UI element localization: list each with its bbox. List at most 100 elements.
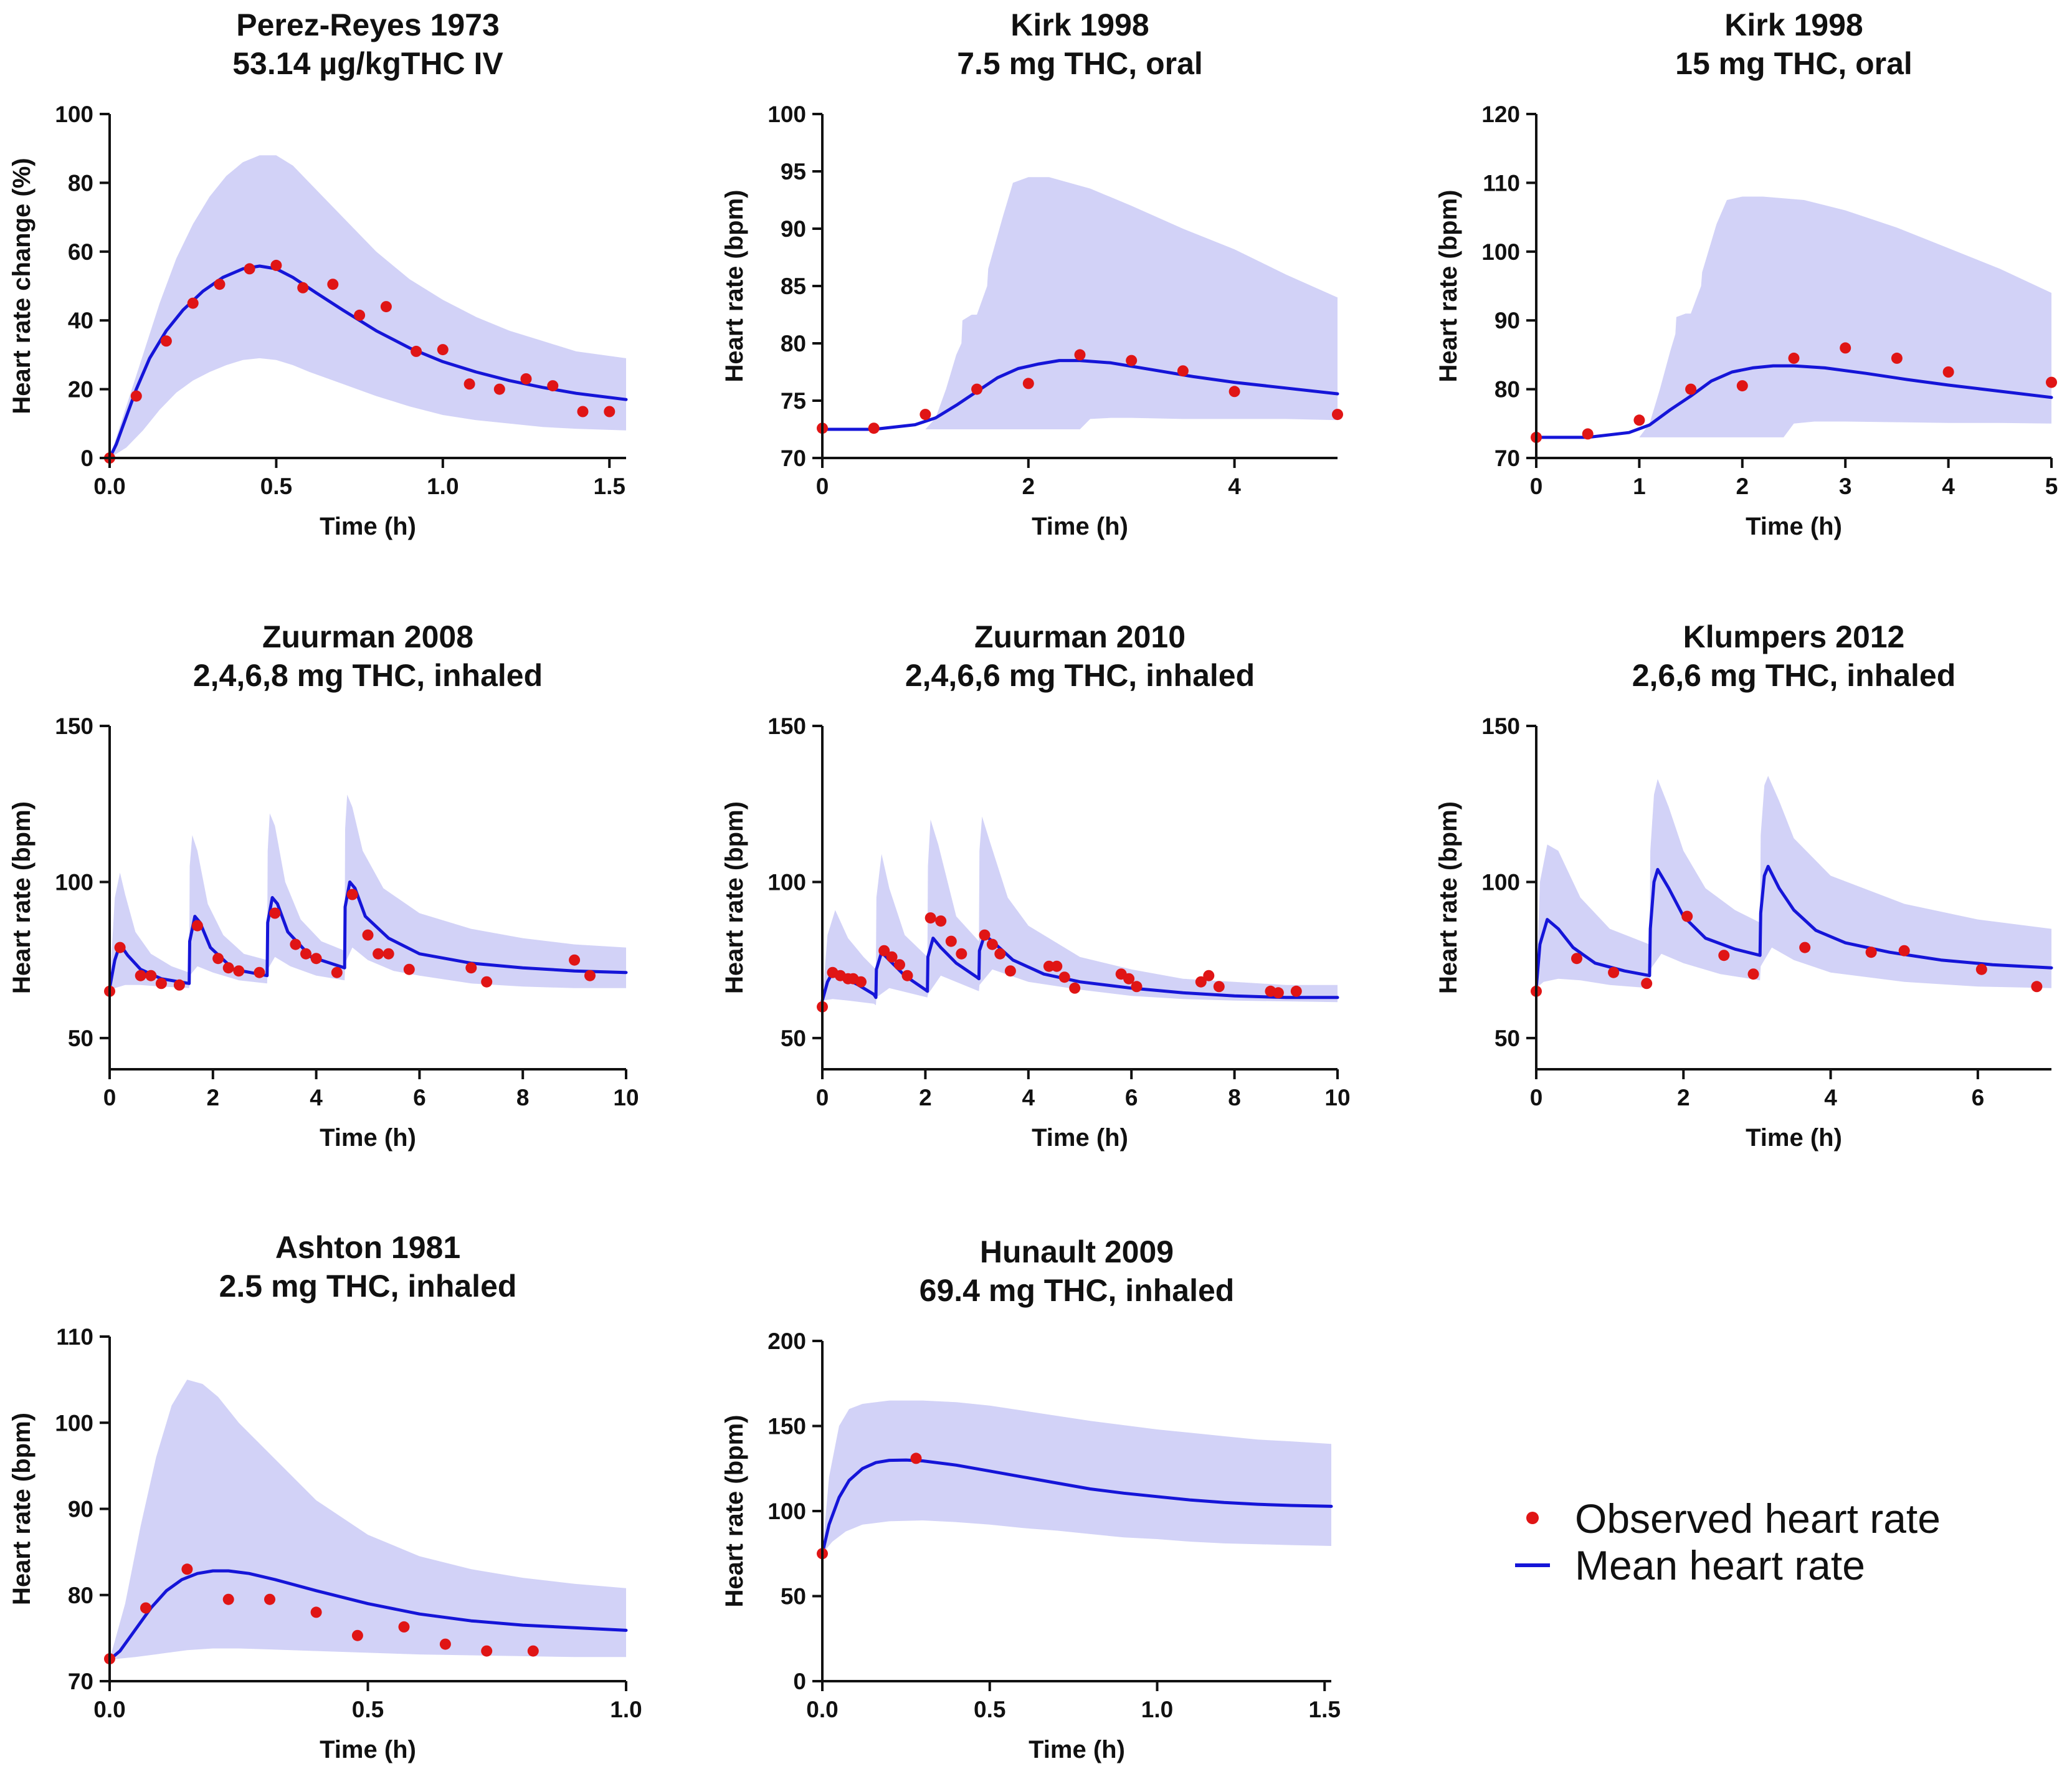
chart-panel-8: 0.0 0.5 1.0 1.5 0 50 100 150 200 Hunault 2009 69.4… bbox=[721, 1234, 1341, 1763]
prediction-band bbox=[822, 177, 1338, 429]
observed-point bbox=[1582, 428, 1594, 439]
observed-point bbox=[464, 378, 475, 389]
observed-point bbox=[352, 1630, 363, 1641]
observed-point bbox=[399, 1621, 410, 1633]
observed-point bbox=[1681, 911, 1693, 922]
prediction-band bbox=[110, 794, 626, 988]
observed-point bbox=[1177, 365, 1189, 376]
y-tick-label: 150 bbox=[55, 713, 93, 739]
observed-point bbox=[188, 298, 199, 309]
observed-point bbox=[1718, 950, 1729, 961]
chart-panel-5: 0 2 4 6 8 1050100150Zuurman 20102,4,6,6 mg TH… bbox=[721, 619, 1351, 1152]
observed-point bbox=[131, 391, 142, 402]
observed-point bbox=[1005, 965, 1016, 976]
observed-point bbox=[1131, 981, 1143, 992]
prediction-band bbox=[110, 1380, 626, 1659]
x-tick-label: 0.5 bbox=[352, 1697, 384, 1722]
y-axis-label: Heart rate (bpm) bbox=[8, 801, 36, 994]
observed-point bbox=[161, 335, 172, 346]
observed-point bbox=[2046, 377, 2057, 388]
x-tick-label: 4 bbox=[1228, 474, 1241, 499]
y-axis-label: Heart rate (bpm) bbox=[1435, 190, 1462, 383]
observed-point bbox=[440, 1639, 451, 1650]
x-axis-label: Time (h) bbox=[1746, 1124, 1842, 1152]
x-tick-label: 10 bbox=[1324, 1085, 1350, 1110]
observed-point bbox=[214, 279, 226, 290]
observed-point bbox=[381, 301, 392, 312]
observed-point bbox=[946, 936, 957, 947]
observed-point bbox=[223, 962, 234, 973]
observed-point bbox=[290, 939, 301, 950]
observed-point bbox=[494, 384, 505, 395]
observed-point bbox=[145, 970, 156, 981]
chart-title: Ashton 1981 bbox=[275, 1230, 460, 1265]
x-tick-label: 0 bbox=[103, 1085, 116, 1110]
observed-point bbox=[956, 948, 967, 960]
observed-point bbox=[1748, 968, 1759, 980]
y-tick-label: 100 bbox=[767, 1499, 806, 1524]
observed-point bbox=[521, 373, 532, 384]
y-tick-label: 90 bbox=[68, 1497, 93, 1522]
x-axis-label: Time (h) bbox=[1032, 1124, 1128, 1152]
observed-point bbox=[233, 965, 244, 976]
y-tick-label: 80 bbox=[1495, 377, 1520, 403]
y-axis-label: Heart rate change (%) bbox=[8, 158, 36, 414]
y-tick-label: 70 bbox=[781, 446, 806, 471]
observed-point bbox=[1571, 953, 1582, 964]
observed-point bbox=[1685, 384, 1696, 395]
observed-point bbox=[244, 263, 255, 274]
y-tick-label: 90 bbox=[781, 216, 806, 242]
x-axis-label: Time (h) bbox=[1032, 513, 1128, 540]
observed-point bbox=[1943, 366, 1954, 378]
observed-point bbox=[383, 948, 394, 960]
observed-point bbox=[569, 955, 580, 966]
observed-point bbox=[174, 980, 185, 991]
y-tick-label: 70 bbox=[68, 1669, 93, 1694]
y-tick-label: 100 bbox=[55, 1410, 93, 1436]
x-tick-label: 2 bbox=[1677, 1085, 1690, 1110]
x-tick-label: 10 bbox=[613, 1085, 639, 1110]
figure: 0.0 0.5 1.0 1.5 0 20 40 60 80 100 Perez-Reyes 1973… bbox=[0, 0, 2072, 1776]
x-tick-label: 1.5 bbox=[1309, 1697, 1341, 1722]
observed-point bbox=[140, 1603, 151, 1614]
observed-point bbox=[547, 380, 558, 391]
y-tick-label: 60 bbox=[68, 239, 93, 265]
observed-point bbox=[1737, 380, 1748, 391]
observed-point bbox=[181, 1563, 192, 1575]
y-tick-label: 100 bbox=[767, 869, 806, 895]
x-axis-label: Time (h) bbox=[1746, 513, 1842, 540]
x-tick-label: 4 bbox=[310, 1085, 323, 1110]
observed-point bbox=[1291, 986, 1302, 997]
observed-point bbox=[1075, 349, 1086, 360]
observed-point bbox=[212, 953, 224, 964]
observed-point bbox=[1891, 353, 1903, 364]
observed-point bbox=[979, 930, 991, 941]
y-tick-label: 85 bbox=[781, 274, 806, 299]
x-tick-label: 0 bbox=[1530, 1085, 1543, 1110]
observed-point bbox=[354, 310, 365, 321]
chart-panel-4: 0 2 4 6 8 1050100150Zuurman 20082,4,6,8 mg TH… bbox=[8, 619, 639, 1152]
x-axis-label: Time (h) bbox=[320, 1124, 416, 1152]
observed-point bbox=[311, 953, 322, 964]
observed-point bbox=[481, 1646, 492, 1657]
y-axis-label: Heart rate (bpm) bbox=[721, 190, 748, 383]
chart-subtitle: 69.4 mg THC, inhaled bbox=[920, 1273, 1235, 1308]
y-tick-label: 50 bbox=[781, 1584, 806, 1610]
legend-observed-label: Observed heart rate bbox=[1575, 1495, 1941, 1542]
observed-point bbox=[264, 1594, 275, 1605]
observed-point bbox=[987, 939, 998, 950]
x-tick-label: 0.5 bbox=[260, 474, 292, 499]
x-axis-label: Time (h) bbox=[320, 1736, 416, 1763]
y-axis-label: Heart rate (bpm) bbox=[721, 1415, 748, 1608]
observed-point bbox=[327, 279, 338, 290]
x-tick-label: 6 bbox=[413, 1085, 426, 1110]
x-tick-label: 4 bbox=[1942, 474, 1955, 499]
x-tick-label: 3 bbox=[1839, 474, 1852, 499]
observed-point bbox=[1051, 961, 1062, 972]
chart-title: Zuurman 2010 bbox=[974, 619, 1186, 654]
observed-point bbox=[347, 889, 358, 900]
observed-point bbox=[311, 1606, 322, 1618]
y-tick-label: 80 bbox=[68, 170, 93, 196]
x-tick-label: 0.0 bbox=[93, 474, 125, 499]
